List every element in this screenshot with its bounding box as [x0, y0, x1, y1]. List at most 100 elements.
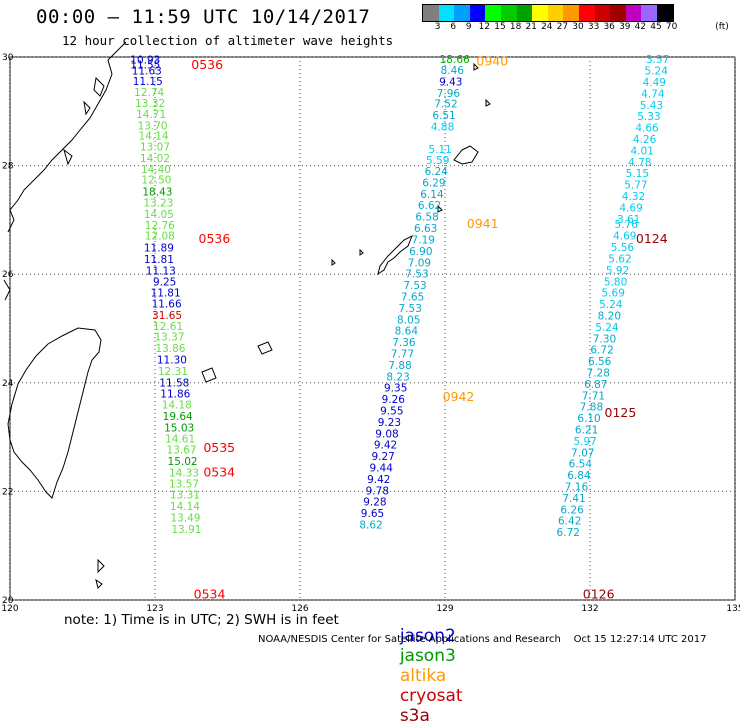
- wave-height-value: 11.89: [144, 243, 174, 255]
- pass-time-label: 0124: [636, 231, 668, 246]
- colorbar-swatch: [469, 5, 486, 21]
- wave-height-value: 12.31: [158, 366, 188, 378]
- wave-height-value: 9.23: [378, 417, 401, 429]
- wave-height-value: 6.42: [558, 516, 581, 528]
- colorbar-swatch: [454, 5, 470, 21]
- colorbar-label: 45: [650, 22, 662, 32]
- wave-height-value: 4.88: [431, 122, 454, 134]
- pass-time-label: 0534: [194, 586, 226, 601]
- wave-height-value: 5.59: [426, 155, 449, 167]
- wave-height-value: 9.55: [380, 405, 403, 417]
- wave-height-value: 7.53: [399, 303, 422, 315]
- lon-tick-label: 135: [726, 604, 740, 614]
- pass-time-label: 0536: [191, 57, 223, 72]
- satellite-legend: jason2 jason3 altika cryosat s3a: [389, 606, 463, 726]
- wave-height-value: 11.81: [144, 254, 174, 266]
- wave-height-value: 5.15: [626, 168, 649, 180]
- axis-labels: 120 123 126 129 132 135 30 28 26 24 22 20: [1, 53, 740, 614]
- okinawa-coastline: [377, 234, 413, 276]
- lat-tick-label: 24: [2, 379, 14, 389]
- wave-height-value: 5.69: [602, 288, 625, 300]
- wave-height-value: 4.74: [641, 88, 665, 100]
- legend-jason2: jason2: [399, 626, 456, 646]
- amami-coastline: [453, 145, 479, 165]
- wave-height-value: 10.93: [130, 55, 160, 67]
- coastlines: [3, 41, 491, 589]
- wave-height-value: 8.23: [386, 371, 409, 383]
- wave-height-value: 13.70: [138, 120, 168, 132]
- wave-height-value: 4.26: [633, 134, 657, 146]
- wave-height-value: 9.26: [382, 394, 406, 406]
- map-title: 00:00 – 11:59 UTC 10/14/2017: [36, 6, 371, 28]
- wave-height-value: 6.14: [420, 189, 444, 201]
- colorbar-label: 36: [603, 22, 615, 32]
- wave-height-value: 4.32: [622, 191, 645, 203]
- wave-height-value: 7.30: [593, 333, 616, 345]
- wave-height-value: 11.30: [157, 354, 187, 366]
- wave-height-value: 14.33: [169, 467, 199, 479]
- wave-height-value: 5.56: [611, 242, 635, 254]
- wave-height-value: 6.62: [418, 200, 441, 212]
- wave-height-value: 8.62: [359, 520, 382, 532]
- colorbar-swatch: [516, 5, 533, 21]
- wave-height-value: 9.42: [374, 440, 397, 452]
- wave-height-value: 6.24: [425, 166, 449, 178]
- wave-height-value: 7.28: [587, 367, 610, 379]
- wave-height-value: 12.61: [153, 321, 183, 333]
- wave-height-value: 13.23: [143, 198, 173, 210]
- wave-height-value: 5.97: [573, 436, 596, 448]
- pass-time-label: 0535: [203, 440, 235, 455]
- wave-height-value: 11.81: [151, 288, 181, 300]
- footer-credit: NOAA/NESDIS Center for Satellite Applica…: [258, 634, 707, 645]
- wave-height-value: 8.05: [397, 314, 420, 326]
- wave-height-value: 13.49: [170, 512, 200, 524]
- wave-height-value: 13.07: [140, 142, 170, 154]
- wave-height-value: 4.69: [619, 202, 642, 214]
- colorbar-label: 30: [572, 22, 584, 32]
- pass-time-label: 0941: [467, 216, 499, 231]
- colorbar-label: 18: [509, 22, 522, 32]
- wave-height-value: 11.58: [159, 377, 189, 389]
- map-subtitle: 12 hour collection of altimeter wave hei…: [62, 33, 394, 48]
- units-note: note: 1) Time is in UTC; 2) SWH is in fe…: [64, 612, 339, 628]
- lon-tick-label: 126: [291, 604, 308, 614]
- colorbar-label: 6: [450, 22, 457, 32]
- wave-height-value: 6.72: [590, 345, 613, 357]
- colorbar-swatch: [641, 5, 657, 21]
- lat-tick-label: 20: [2, 596, 14, 606]
- wave-height-value: 9.43: [439, 76, 462, 88]
- wave-height-value: 11.66: [152, 299, 182, 311]
- wave-height-value: 13.91: [171, 524, 201, 536]
- taiwan-coastline: [7, 327, 102, 499]
- wave-height-value: 11.55: [130, 60, 160, 72]
- wave-height-value: 14.14: [139, 131, 169, 143]
- wave-height-value: 12.08: [145, 231, 175, 243]
- wave-height-value: 5.33: [637, 111, 660, 123]
- track-123: 10.9311.5511.6311.1512.7413.3214.7113.70…: [130, 55, 235, 602]
- wave-height-value: 6.84: [567, 470, 591, 482]
- wave-height-value: 9.65: [361, 508, 384, 520]
- colorbar-label: 12: [478, 22, 491, 32]
- wave-height-value: 9.25: [153, 276, 176, 288]
- wave-height-value: 8.46: [441, 65, 465, 77]
- lon-tick-label: 120: [1, 604, 18, 614]
- wave-height-value: 13.67: [167, 445, 197, 457]
- legend-jason3: jason3: [399, 646, 456, 666]
- lat-tick-label: 26: [2, 270, 14, 280]
- wave-height-value: 5.77: [624, 180, 647, 192]
- colorbar-label: 42: [634, 22, 647, 32]
- wave-height-value: 12.76: [145, 220, 175, 232]
- pass-time-label: 0536: [199, 231, 231, 246]
- wave-height-value: 7.19: [412, 234, 435, 246]
- wave-height-value: 9.78: [366, 485, 389, 497]
- lat-tick-label: 22: [2, 487, 13, 497]
- colorbar-swatch: [610, 5, 626, 21]
- colorbar-label: 15: [494, 22, 506, 32]
- wave-height-value: 9.28: [363, 497, 386, 509]
- colorbar-labels: 3 6 9 12 15 18 21 24 27 30 33 36 39 42 45 70 (ft): [422, 22, 735, 34]
- lat-tick-label: 28: [2, 162, 14, 172]
- map-grid: [9, 56, 736, 601]
- wave-height-value: 9.27: [371, 451, 394, 463]
- track-129: 18.668.469.437.967.526.514.885.115.596.2…: [359, 53, 508, 531]
- colorbar-swatch: [547, 5, 564, 21]
